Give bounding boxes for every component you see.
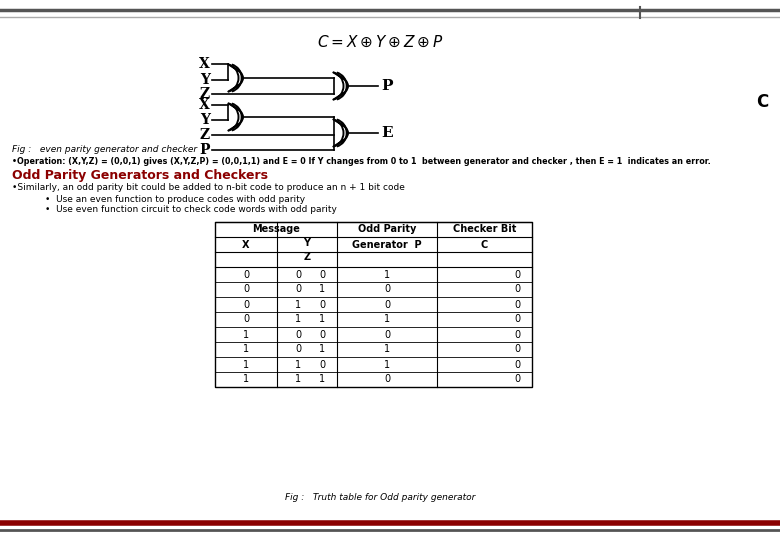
Text: 0: 0 [515, 329, 521, 340]
Text: 0: 0 [243, 314, 249, 325]
Text: Fig :   Truth table for Odd parity generator: Fig : Truth table for Odd parity generat… [285, 494, 475, 503]
Text: $C = X \oplus Y \oplus Z \oplus P$: $C = X \oplus Y \oplus Z \oplus P$ [317, 35, 444, 50]
Text: 0: 0 [243, 285, 249, 294]
Text: 1: 1 [295, 375, 301, 384]
Text: 0: 0 [515, 375, 521, 384]
Text: 0: 0 [384, 300, 390, 309]
Text: 0: 0 [319, 329, 325, 340]
Text: 0: 0 [384, 375, 390, 384]
Text: 1: 1 [319, 314, 325, 325]
Text: 1: 1 [319, 345, 325, 354]
Text: 0: 0 [515, 314, 521, 325]
Text: Z: Z [303, 252, 310, 261]
Text: 0: 0 [384, 285, 390, 294]
Text: 0: 0 [515, 300, 521, 309]
Text: P: P [381, 79, 392, 93]
Text: 1: 1 [384, 345, 390, 354]
Text: 0: 0 [295, 329, 301, 340]
Text: C: C [756, 93, 768, 111]
Text: 0: 0 [384, 329, 390, 340]
Text: 1: 1 [319, 375, 325, 384]
Text: •  Use an even function to produce codes with odd parity: • Use an even function to produce codes … [45, 195, 305, 205]
Text: 0: 0 [515, 345, 521, 354]
Text: 1: 1 [243, 329, 249, 340]
Text: Generator  P: Generator P [353, 240, 422, 249]
Text: X: X [199, 98, 210, 112]
Text: 0: 0 [295, 269, 301, 280]
Text: Y: Y [200, 73, 210, 87]
Text: 0: 0 [515, 285, 521, 294]
Text: 0: 0 [319, 360, 325, 369]
Text: 1: 1 [243, 375, 249, 384]
Text: 1: 1 [319, 285, 325, 294]
Text: 1: 1 [295, 314, 301, 325]
Text: 0: 0 [515, 360, 521, 369]
Text: •  Use even function circuit to check code words with odd parity: • Use even function circuit to check cod… [45, 206, 337, 214]
Text: X: X [199, 57, 210, 71]
Text: 1: 1 [295, 300, 301, 309]
Text: Message: Message [252, 225, 300, 234]
Text: 0: 0 [295, 285, 301, 294]
Text: Z: Z [200, 87, 210, 101]
Bar [215, 222, 532, 387]
Text: 1: 1 [384, 269, 390, 280]
Text: Z: Z [200, 128, 210, 142]
Text: C: C [481, 240, 488, 249]
Text: 0: 0 [295, 345, 301, 354]
Text: 0: 0 [243, 269, 249, 280]
Text: •Operation: (X,Y,Z) = (0,0,1) gives (X,Y,Z,P) = (0,0,1,1) and E = 0 If Y changes: •Operation: (X,Y,Z) = (0,0,1) gives (X,Y… [12, 158, 711, 166]
Text: •Similarly, an odd parity bit could be added to n-bit code to produce an n + 1 b: •Similarly, an odd parity bit could be a… [12, 184, 405, 192]
Text: Y: Y [303, 238, 310, 248]
Text: Checker Bit: Checker Bit [453, 225, 516, 234]
Text: 1: 1 [243, 345, 249, 354]
Text: Odd Parity: Odd Parity [358, 225, 417, 234]
Text: 0: 0 [243, 300, 249, 309]
Text: 1: 1 [243, 360, 249, 369]
Text: 1: 1 [295, 360, 301, 369]
Text: Odd Parity Generators and Checkers: Odd Parity Generators and Checkers [12, 170, 268, 183]
Text: 0: 0 [319, 269, 325, 280]
Text: 1: 1 [384, 314, 390, 325]
Text: E: E [381, 126, 392, 140]
Text: 0: 0 [319, 300, 325, 309]
Text: X: X [243, 240, 250, 249]
Text: 0: 0 [515, 269, 521, 280]
Text: Y: Y [200, 113, 210, 127]
Text: Fig :   even parity generator and checker: Fig : even parity generator and checker [12, 145, 197, 154]
Text: 1: 1 [384, 360, 390, 369]
Text: P: P [200, 143, 210, 157]
